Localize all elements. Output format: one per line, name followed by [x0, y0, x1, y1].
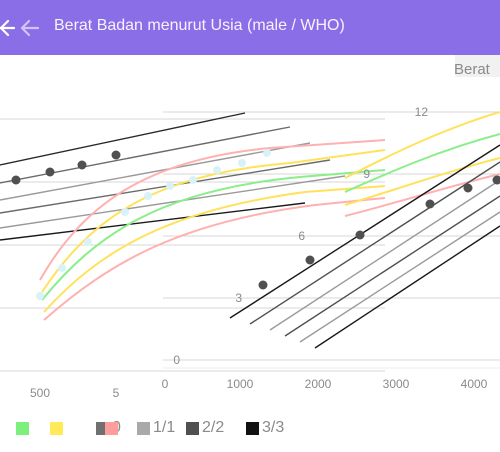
bookmark-icon: [455, 55, 500, 77]
legend-swatch-pink: [105, 421, 118, 435]
legend-item-yellow: [50, 419, 66, 437]
x-tick-0: 0: [162, 377, 169, 391]
legend-swatch-yellow: [50, 421, 63, 435]
x-tick-4000: 4000: [461, 377, 488, 391]
y-tick-9: 9: [363, 167, 370, 181]
legend-item-1-1: 1/1: [137, 419, 175, 437]
page-title: Berat Badan menurut Usia (male / WHO): [54, 17, 345, 34]
legend-item-green: [16, 419, 32, 437]
legend-item-pink: [105, 419, 121, 437]
y-axis-label: Berat: [454, 61, 491, 78]
chart-legend: 0 1/1 2/2 3/3: [0, 415, 500, 445]
legend-swatch-3-3: [246, 421, 259, 435]
app-bar: Berat Badan menurut Usia (male / WHO): [0, 0, 500, 55]
y-tick-12: 12: [415, 105, 429, 119]
y-tick-0: 0: [173, 353, 180, 367]
arrow-left-icon[interactable]: [0, 14, 40, 42]
legend-swatch-green: [16, 421, 29, 435]
y-tick-3: 3: [235, 291, 242, 305]
y-tick-6: 6: [298, 229, 305, 243]
x-tick-2000: 2000: [305, 377, 332, 391]
chart-canvas: Berat: [0, 55, 500, 400]
legend-item-2-2: 2/2: [186, 419, 224, 437]
weight-for-age-chart[interactable]: Berat: [0, 55, 500, 452]
x-tick-left-500: 500: [30, 386, 50, 400]
x-tick-1000: 1000: [227, 377, 254, 391]
x-tick-3000: 3000: [383, 377, 410, 391]
legend-swatch-1-1: [137, 421, 150, 435]
legend-item-3-3: 3/3: [246, 419, 284, 437]
x-tick-left-5: 5: [113, 386, 120, 400]
legend-swatch-2-2: [186, 421, 199, 435]
